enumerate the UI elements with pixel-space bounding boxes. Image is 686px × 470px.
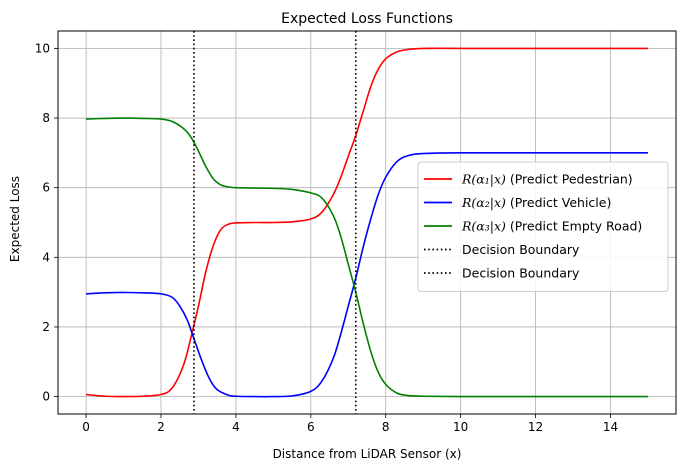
legend-text: (Predict Vehicle): [506, 195, 611, 210]
series-line-3: [86, 117, 648, 398]
legend-label: R(α₂|x) (Predict Vehicle): [461, 195, 611, 210]
legend: R(α₁|x) (Predict Pedestrian)R(α₂|x) (Pre…: [417, 161, 669, 292]
x-tick-label: 4: [232, 420, 240, 434]
legend-text: Decision Boundary: [462, 266, 580, 281]
x-tick-label: 10: [453, 420, 468, 434]
y-tick-label: 8: [42, 111, 50, 125]
y-tick-label: 2: [42, 320, 50, 334]
plot-frame: [57, 30, 677, 415]
x-axis-label: Distance from LiDAR Sensor (x): [273, 447, 462, 461]
legend-box: [417, 161, 669, 292]
y-axis-label: Expected Loss: [8, 176, 22, 262]
legend-label: Decision Boundary: [462, 266, 580, 281]
x-tick-label: 8: [382, 420, 390, 434]
legend-label: Decision Boundary: [462, 242, 580, 257]
legend-label: R(α₁|x) (Predict Pedestrian): [461, 172, 633, 187]
x-tick-label: 0: [82, 420, 90, 434]
legend-text: Decision Boundary: [462, 242, 580, 257]
legend-text: (Predict Empty Road): [506, 219, 642, 234]
series-layer: [86, 31, 648, 414]
x-tick-label: 12: [528, 420, 543, 434]
legend-math: R(α₃|x): [461, 219, 506, 234]
x-tick-label: 14: [603, 420, 618, 434]
ticks: 0 2 4 6 8 10 12 14 0 2 4 6 8 10: [35, 41, 618, 434]
y-tick-label: 10: [35, 41, 50, 55]
series-line-1: [86, 47, 648, 398]
series-line-2: [86, 152, 648, 398]
legend-math: R(α₁|x): [461, 172, 506, 187]
y-tick-label: 0: [42, 390, 50, 404]
x-tick-label: 6: [307, 420, 315, 434]
legend-label: R(α₃|x) (Predict Empty Road): [461, 219, 642, 234]
x-tick-label: 2: [157, 420, 165, 434]
chart-title: Expected Loss Functions: [281, 11, 453, 27]
legend-text: (Predict Pedestrian): [506, 172, 633, 187]
y-tick-label: 6: [42, 181, 50, 195]
legend-math: R(α₂|x): [461, 195, 506, 210]
y-tick-label: 4: [42, 250, 50, 264]
